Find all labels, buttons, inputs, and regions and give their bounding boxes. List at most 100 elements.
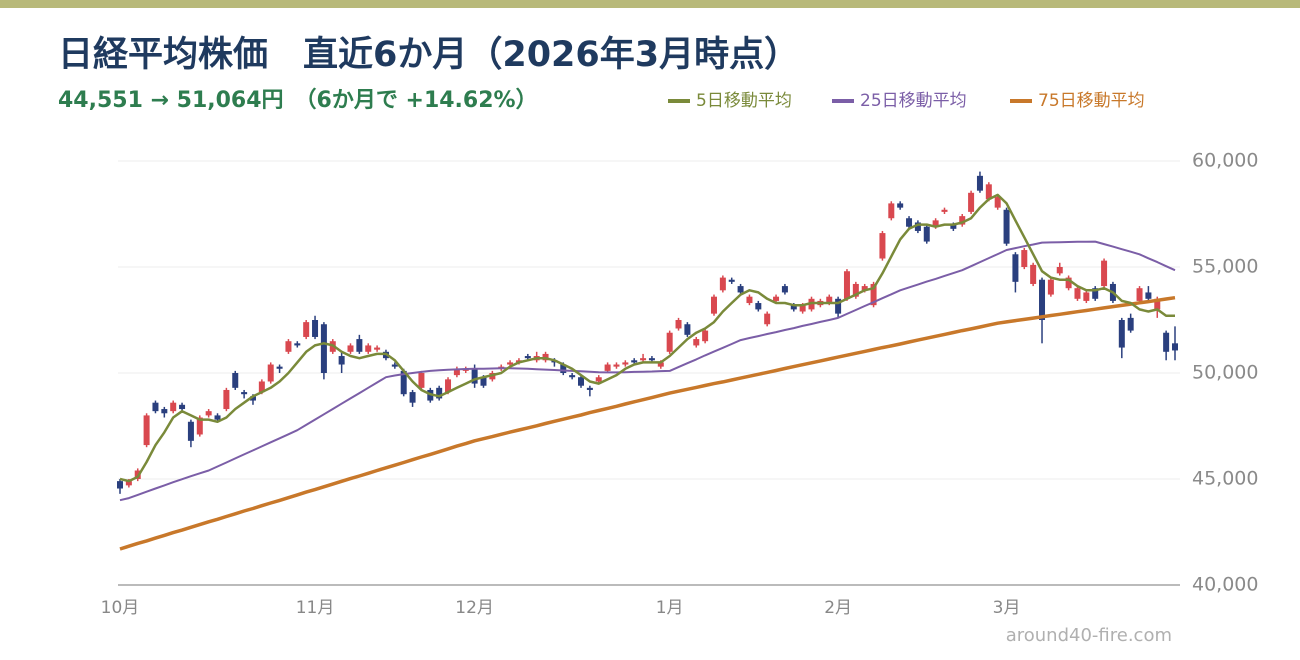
candle-body: [852, 283, 859, 297]
candle-body: [1145, 292, 1152, 299]
candle-body: [400, 370, 407, 395]
candle-body: [826, 296, 833, 304]
y-tick-label: 60,000: [1192, 150, 1258, 172]
candle-body: [187, 421, 194, 441]
x-tick-label: 2月: [824, 598, 852, 618]
candle-body: [374, 347, 381, 350]
candle-body: [861, 286, 868, 291]
candle-body: [728, 279, 735, 282]
candle-body: [161, 409, 168, 414]
candle-body: [790, 305, 797, 310]
legend-label: 25日移動平均: [860, 91, 967, 111]
candle-body: [675, 320, 682, 329]
candle-body: [613, 364, 620, 367]
candle-body: [320, 324, 327, 373]
y-tick-label: 50,000: [1192, 362, 1258, 384]
candle-body: [870, 283, 877, 306]
candle-body: [719, 277, 726, 291]
candle-body: [710, 296, 717, 314]
candle-body: [391, 364, 398, 367]
candle-body: [285, 341, 292, 352]
candle-body: [214, 415, 221, 420]
candle-body: [1039, 279, 1046, 320]
moving-average-line: [119, 240, 1176, 502]
candle-body: [125, 481, 132, 486]
moving-average-line: [119, 193, 1175, 483]
candle-body: [347, 345, 354, 352]
candle-body: [179, 404, 186, 410]
candle-body: [276, 366, 283, 369]
candle-body: [436, 387, 443, 399]
candle-body: [693, 339, 700, 346]
candle-body: [338, 356, 345, 365]
candle-body: [196, 417, 203, 435]
candle-body: [1118, 320, 1125, 348]
candle-body: [755, 303, 762, 310]
candle-body: [241, 392, 248, 395]
candle-body: [303, 322, 310, 337]
candle-body: [249, 396, 256, 401]
candle-body: [586, 387, 593, 390]
candle-body: [684, 324, 691, 335]
candle-body: [941, 209, 948, 212]
candle-body: [888, 203, 895, 219]
legend-label: 5日移動平均: [696, 91, 792, 111]
candle-body: [453, 368, 460, 376]
y-tick-label: 55,000: [1192, 256, 1258, 278]
candle-body: [258, 381, 265, 393]
candle-body: [799, 305, 806, 312]
candle-body: [1127, 317, 1134, 331]
candle-body: [578, 377, 585, 386]
candle-body: [1101, 260, 1108, 287]
candle-body: [959, 216, 966, 225]
candle-body: [152, 402, 159, 412]
candle-body: [976, 175, 983, 191]
candle-body: [622, 362, 629, 365]
candle-body: [764, 313, 771, 325]
candle-body: [569, 375, 576, 378]
x-tick-label: 11月: [296, 598, 335, 618]
candle-body: [205, 411, 212, 416]
candle-body: [595, 377, 602, 382]
legend-label: 75日移動平均: [1038, 91, 1145, 111]
candle-body: [267, 364, 274, 382]
top-band: [0, 0, 1300, 8]
candle-body: [445, 379, 452, 393]
candle-body: [640, 358, 647, 361]
moving-average-line: [119, 295, 1176, 551]
candle-body: [507, 362, 514, 365]
candle-body: [294, 343, 301, 346]
candle-body: [409, 392, 416, 403]
candle-body: [781, 286, 788, 293]
candle-body: [170, 402, 177, 412]
candle-body: [773, 296, 780, 301]
candle-body: [950, 224, 957, 229]
candle-body: [666, 332, 673, 352]
candle-body: [604, 364, 611, 371]
candle-body: [914, 222, 921, 231]
source: around40-fire.com: [1006, 625, 1172, 646]
candle-body: [985, 184, 992, 200]
x-tick-label: 3月: [993, 598, 1021, 618]
candle-body: [524, 356, 531, 359]
x-tick-label: 12月: [455, 598, 494, 618]
candle-body: [1021, 250, 1028, 267]
candle-body: [746, 296, 753, 304]
candle-body: [480, 377, 487, 386]
candle-body: [365, 345, 372, 352]
candle-body: [906, 218, 913, 227]
candle-body: [737, 286, 744, 293]
candle-body: [560, 364, 567, 373]
candle-body: [312, 320, 319, 337]
candle-body: [1083, 292, 1090, 301]
candle-body: [1065, 277, 1072, 289]
candle-body: [223, 389, 230, 410]
candle-body: [1012, 254, 1019, 282]
candle-body: [994, 197, 1001, 208]
chart-title: 日経平均株価 直近6か月（2026年3月時点）: [58, 35, 799, 75]
candle-body: [835, 298, 842, 314]
candle-body: [843, 271, 850, 299]
y-tick-label: 40,000: [1192, 574, 1258, 596]
